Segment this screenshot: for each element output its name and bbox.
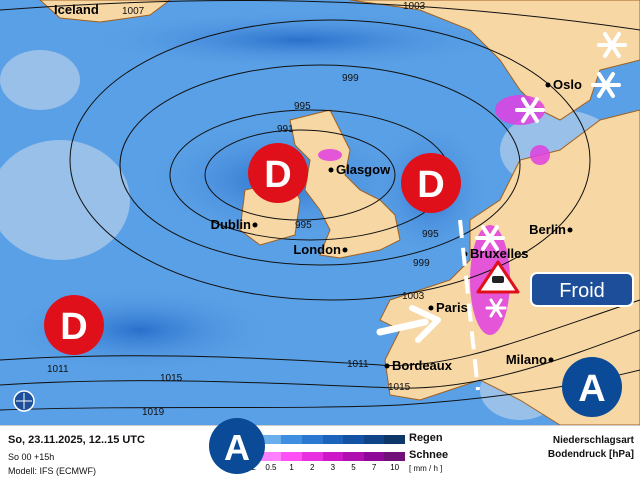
arrow-head-icon [409, 305, 441, 343]
svg-text:995: 995 [422, 229, 439, 240]
svg-text:1007: 1007 [122, 6, 145, 17]
city-dot [428, 305, 434, 311]
rain-label: Regen [409, 432, 443, 444]
svg-text:A: A [224, 427, 250, 468]
model-name: Modell: IFS (ECMWF) [8, 466, 97, 476]
front-label-box: Froid [530, 272, 634, 307]
forecast-run: So 00 +15h [8, 452, 55, 462]
map-footer: So, 23.11.2025, 12..15 UTC So 00 +15h Mo… [0, 418, 640, 478]
svg-text:D: D [264, 154, 291, 196]
svg-text:995: 995 [295, 220, 312, 231]
city-label: Paris [436, 300, 468, 315]
svg-text:D: D [417, 164, 444, 206]
svg-text:D: D [60, 306, 87, 348]
svg-text:1003: 1003 [402, 291, 425, 302]
scale-tick: 2 [309, 463, 315, 472]
svg-text:1019: 1019 [142, 407, 165, 418]
city-dot [342, 247, 348, 253]
legend-title: Niederschlagsart [552, 435, 634, 446]
city-dot [328, 167, 334, 173]
svg-text:1015: 1015 [388, 382, 411, 393]
legend-subtitle: Bodendruck [hPa] [547, 449, 634, 460]
scale-swatch [363, 435, 385, 444]
svg-text:995: 995 [294, 101, 311, 112]
city-dot [545, 82, 551, 88]
scale-swatch [301, 452, 323, 461]
snow-label: Schnee [409, 449, 449, 461]
weather-map: 1007 1003 999 995 991 995 995 999 1003 1… [0, 0, 640, 425]
svg-text:1011: 1011 [47, 364, 69, 375]
svg-text:1015: 1015 [160, 373, 183, 384]
city-label: London [293, 242, 341, 257]
isobars [0, 0, 640, 411]
scale-swatch [384, 435, 405, 444]
cold-front-line [458, 219, 480, 391]
city-label: Bruxelles [470, 246, 529, 261]
low-pressure-marker: D [401, 153, 461, 213]
scale-swatch [363, 452, 385, 461]
city-dot [567, 227, 573, 233]
city-label: Oslo [553, 77, 582, 92]
city-dot [252, 222, 258, 228]
scale-tick: 7 [371, 463, 377, 472]
svg-text:999: 999 [413, 258, 430, 269]
scale-tick: 3 [330, 463, 336, 472]
snowflake-icons [475, 32, 627, 318]
city-label: Milano [506, 352, 547, 367]
svg-text:1003: 1003 [403, 1, 426, 12]
scale-tick: 0.5 [265, 463, 277, 472]
city-label: Glasgow [336, 162, 391, 177]
svg-text:999: 999 [342, 73, 359, 84]
scale-swatch [281, 435, 302, 444]
unit-label: [ mm / h ] [409, 464, 443, 473]
city-label: Berlin [529, 222, 566, 237]
svg-text:Froid: Froid [559, 280, 605, 302]
high-pressure-marker: A [562, 357, 622, 417]
scale-swatch [343, 435, 364, 444]
svg-text:A: A [578, 368, 605, 410]
city-label: Bordeaux [392, 358, 453, 373]
scale-swatch [343, 452, 364, 461]
scale-swatch [384, 452, 405, 461]
low-pressure-marker: D [248, 143, 308, 203]
scale-tick: 1 [289, 463, 294, 472]
scale-swatch [322, 452, 344, 461]
city-dot [548, 357, 554, 363]
high-pressure-marker: A [209, 418, 265, 474]
city-label: Iceland [54, 2, 99, 17]
scale-swatch [281, 452, 302, 461]
scale-swatch [301, 435, 323, 444]
low-pressure-markers: D D D [44, 143, 461, 355]
svg-text:991: 991 [277, 124, 294, 135]
city-dot [384, 363, 390, 369]
svg-text:1011: 1011 [347, 359, 369, 370]
scale-swatch [260, 435, 282, 444]
scale-swatch [260, 452, 282, 461]
scale-swatch [322, 435, 344, 444]
scale-tick: 10 [390, 463, 400, 472]
globe-logo-icon [13, 390, 35, 412]
front-movement-arrow-icon [376, 318, 429, 336]
city-label: Dublin [211, 217, 251, 232]
scale-tick: 5 [351, 463, 356, 472]
forecast-date: So, 23.11.2025, 12..15 UTC [8, 434, 145, 446]
isobar-labels: 1007 1003 999 995 991 995 995 999 1003 1… [47, 1, 439, 418]
low-pressure-marker: D [44, 295, 104, 355]
slippery-road-warning-icon [476, 260, 520, 294]
city-labels: Iceland Glasgow Dublin London Bruxelles Paris… [54, 2, 582, 373]
